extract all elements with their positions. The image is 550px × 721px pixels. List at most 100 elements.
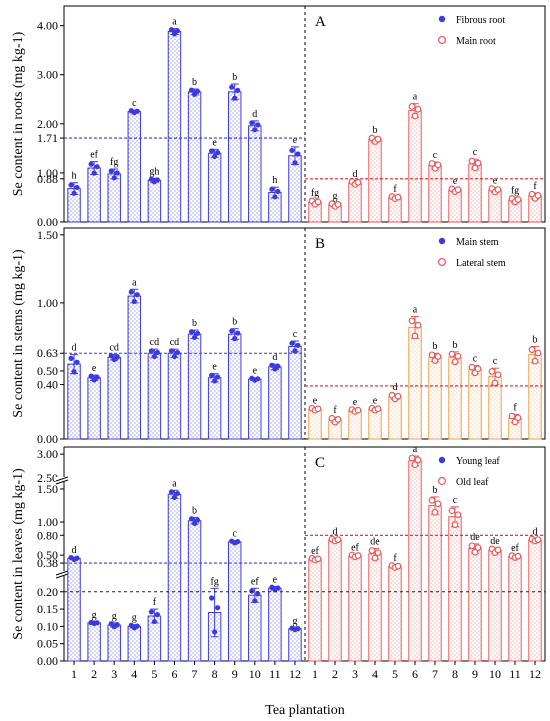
data-point <box>209 372 215 378</box>
y-tick-label: 0.00 <box>37 654 58 668</box>
bar <box>87 167 101 223</box>
x-tick-label: 8 <box>212 667 218 681</box>
data-point <box>488 368 496 375</box>
significance-letter: b <box>533 334 538 345</box>
panel-B: 0.00 0.400.50 0.63 1.00 1.50 Se content in st… <box>11 227 546 446</box>
significance-letter: b <box>232 72 237 83</box>
data-point <box>272 194 278 200</box>
data-point <box>534 536 542 544</box>
bar <box>308 408 322 440</box>
significance-letter: d <box>393 382 398 393</box>
data-point <box>154 349 160 356</box>
x-tick-label: 6 <box>171 667 177 681</box>
data-point <box>114 170 120 176</box>
bar <box>107 173 121 223</box>
data-point <box>494 371 502 379</box>
data-point <box>534 349 542 357</box>
data-point <box>374 405 382 413</box>
significance-letter: ef <box>251 576 259 587</box>
legend-label: Fibrous root <box>456 15 505 26</box>
bar <box>428 504 442 662</box>
significance-letter: d <box>533 527 538 538</box>
significance-letter: ef <box>311 546 319 557</box>
data-point <box>188 87 195 93</box>
significance-letter: ef <box>90 150 98 161</box>
significance-letter: e <box>293 135 298 146</box>
x-tick-label: 3 <box>352 667 358 681</box>
data-point <box>168 27 175 33</box>
y-tick-label: 3.00 <box>37 447 58 461</box>
x-tick-label: 4 <box>131 667 137 681</box>
data-point <box>74 359 80 365</box>
significance-letter: d <box>252 109 257 120</box>
bar <box>508 555 522 662</box>
bar <box>428 165 442 223</box>
bar <box>87 377 101 440</box>
data-point <box>215 605 221 611</box>
significance-letter: gh <box>149 166 159 177</box>
significance-letter: a <box>172 478 177 489</box>
y-tick-label: 0.40 <box>37 378 58 392</box>
significance-letter: d <box>333 527 338 538</box>
axis-break-mark <box>55 573 69 579</box>
significance-letter: fg <box>311 188 319 199</box>
data-point <box>134 292 140 298</box>
y-tick-label: 1.50 <box>37 228 58 242</box>
y-axis-label: Se content in leaves (mg kg-1) <box>11 468 26 640</box>
panel-letter: B <box>315 236 325 252</box>
bar <box>248 594 262 662</box>
y-tick-label: 1.50 <box>37 482 58 496</box>
bar <box>528 539 542 662</box>
bar <box>268 587 282 662</box>
y-tick-label: 1.00 <box>37 166 58 180</box>
data-point <box>235 330 241 336</box>
data-point <box>448 507 456 515</box>
bar <box>428 356 442 440</box>
data-point <box>354 178 362 186</box>
significance-letter: cd <box>109 343 118 354</box>
significance-letter: de <box>370 537 380 548</box>
bar <box>288 155 302 223</box>
data-point <box>191 520 198 526</box>
y-tick-label: 4.00 <box>37 19 58 33</box>
data-point <box>212 153 218 160</box>
data-point <box>314 555 322 563</box>
x-tick-label: 12 <box>289 667 301 681</box>
data-point <box>94 164 100 170</box>
data-point <box>275 363 281 369</box>
x-tick-label: 2 <box>91 667 97 681</box>
data-point <box>209 148 215 154</box>
significance-letter: d <box>72 343 77 354</box>
significance-letter: d <box>72 545 77 556</box>
data-point <box>428 496 436 504</box>
bar <box>107 624 121 662</box>
data-point <box>68 355 74 362</box>
x-tick-label: 6 <box>412 667 418 681</box>
data-point <box>468 542 476 550</box>
data-point <box>414 321 422 329</box>
significance-letter: e <box>313 396 318 407</box>
y-axis-label: Se content in roots (mg kg-1) <box>11 31 26 196</box>
significance-letter: f <box>393 553 397 564</box>
y-tick-label: 2.00 <box>37 117 58 131</box>
significance-letter: cd <box>170 337 179 348</box>
data-point <box>148 609 154 615</box>
y-tick-label: 3.00 <box>37 68 58 82</box>
data-point <box>215 374 221 380</box>
data-point <box>451 521 459 529</box>
data-point <box>131 298 137 305</box>
data-point <box>394 193 402 201</box>
significance-letter: h <box>272 175 277 186</box>
legend-label: Old leaf <box>456 477 489 488</box>
data-point <box>474 544 482 551</box>
x-tick-label: 10 <box>489 667 501 681</box>
axis-break-mark <box>55 476 69 482</box>
significance-letter: f <box>533 181 537 192</box>
data-point <box>215 149 221 156</box>
bar <box>528 354 542 440</box>
significance-letter: a <box>413 92 418 103</box>
data-point <box>408 317 416 325</box>
significance-letter: g <box>292 616 297 627</box>
data-point <box>194 330 201 336</box>
data-point <box>235 539 241 545</box>
